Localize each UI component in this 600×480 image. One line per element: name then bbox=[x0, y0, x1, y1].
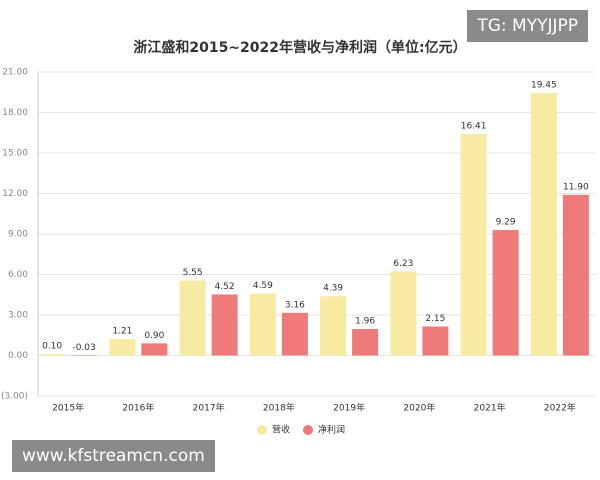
x-tick-label: 2021年 bbox=[474, 402, 506, 414]
bar bbox=[179, 280, 206, 356]
x-tick-label: 2020年 bbox=[403, 402, 435, 414]
y-tick-label: 18.00 bbox=[2, 108, 28, 118]
value-label: -0.03 bbox=[72, 343, 95, 353]
bar bbox=[492, 230, 519, 356]
value-label: 3.16 bbox=[285, 300, 305, 310]
bar bbox=[39, 354, 66, 356]
bar bbox=[249, 293, 276, 356]
bar bbox=[460, 133, 487, 356]
value-label: 1.96 bbox=[355, 317, 375, 327]
value-label: 4.52 bbox=[215, 282, 235, 292]
bar bbox=[320, 296, 347, 356]
x-tick-label: 2016年 bbox=[122, 402, 154, 414]
legend-label: 营收 bbox=[272, 424, 290, 436]
value-label: 4.59 bbox=[253, 281, 273, 291]
y-tick-label: 21.00 bbox=[2, 68, 28, 78]
bar bbox=[109, 339, 136, 356]
watermark: www.kfstreamcn.com bbox=[12, 440, 215, 472]
legend-marker bbox=[257, 425, 267, 435]
legend-label: 净利润 bbox=[318, 424, 345, 436]
value-label: 9.29 bbox=[496, 218, 516, 228]
y-tick-label: (3.00) bbox=[1, 392, 28, 402]
y-tick-label: 9.00 bbox=[8, 230, 28, 240]
value-label: 11.90 bbox=[563, 182, 589, 192]
value-label: 0.90 bbox=[144, 331, 164, 341]
bar bbox=[352, 329, 379, 356]
value-label: 1.21 bbox=[112, 327, 132, 337]
value-label: 19.45 bbox=[531, 80, 557, 90]
x-tick-label: 2019年 bbox=[333, 402, 365, 414]
chart-title: 浙江盛和2015~2022年营收与净利润（单位:亿元） bbox=[133, 39, 466, 56]
value-label: 0.10 bbox=[42, 342, 62, 352]
bar bbox=[530, 92, 557, 356]
x-tick-label: 2022年 bbox=[544, 402, 576, 414]
watermark: TG: MYYJJPP bbox=[467, 10, 588, 42]
value-label: 5.55 bbox=[183, 268, 203, 278]
value-label: 2.15 bbox=[425, 314, 445, 324]
value-label: 16.41 bbox=[461, 121, 487, 131]
bar bbox=[562, 194, 589, 356]
x-tick-label: 2017年 bbox=[193, 402, 225, 414]
bar bbox=[281, 312, 308, 356]
y-tick-label: 15.00 bbox=[2, 149, 28, 159]
y-tick-label: 3.00 bbox=[8, 311, 28, 321]
bar bbox=[211, 294, 238, 356]
bar bbox=[141, 343, 168, 356]
bar bbox=[422, 326, 449, 356]
y-tick-label: 12.00 bbox=[2, 189, 28, 199]
x-tick-label: 2015年 bbox=[52, 402, 84, 414]
y-tick-label: 0.00 bbox=[8, 351, 28, 361]
bar bbox=[390, 271, 417, 356]
x-tick-label: 2018年 bbox=[263, 402, 295, 414]
value-label: 4.39 bbox=[323, 284, 343, 294]
value-label: 6.23 bbox=[393, 259, 413, 269]
y-tick-label: 6.00 bbox=[8, 270, 28, 280]
legend-marker bbox=[303, 425, 313, 435]
